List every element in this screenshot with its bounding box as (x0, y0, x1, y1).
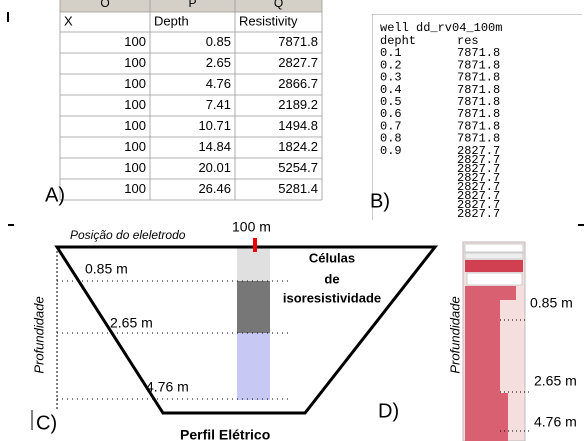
column-header: Resistivity (239, 13, 298, 28)
depth-label: 0.85 m (85, 261, 128, 277)
cell-deep (237, 333, 270, 400)
cell-value: 5254.7 (278, 160, 318, 175)
cell-value: 2827.7 (278, 55, 318, 70)
file-depth: 0.9 (380, 144, 402, 158)
axis-label: Profundidade (31, 296, 46, 373)
cell-value: 100 (124, 76, 146, 91)
cell-value: 100 (124, 181, 146, 196)
depth-label: 2.65 m (110, 315, 153, 331)
log-scale (467, 273, 522, 285)
cell-value: 2189.2 (278, 97, 318, 112)
panel-d: Profundidade 0.85 m 2.65 m 4.76 m D) (378, 242, 577, 441)
panel-c: Posição do eleletrodo 100 m Células de i… (31, 219, 435, 441)
figure: O P Q X Depth Resistivity 100 0.85 7871.8 100 2.65… (0, 0, 584, 441)
page: {"panels": { "a": {"label": "A)", "colum… (0, 0, 584, 441)
cell-value: 2866.7 (278, 76, 318, 91)
axis-label: Profundidade (447, 296, 462, 373)
cell-value: 20.01 (198, 160, 231, 175)
cells-label: de (324, 271, 339, 286)
depth-label: 2.65 m (534, 373, 577, 389)
depth-label: 4.76 m (534, 414, 577, 430)
caption: Perfil Elétrico (180, 427, 270, 441)
cell-value: 1824.2 (278, 139, 318, 154)
panel-label: D) (378, 400, 399, 422)
cell-value: 1494.8 (278, 118, 318, 133)
cell-value: 0.85 (206, 34, 231, 49)
log-header (465, 260, 523, 272)
column-letter: Q (274, 0, 283, 10)
panel-label: C) (36, 412, 57, 434)
cell-value: 7871.8 (278, 34, 318, 49)
cell-value: 100 (124, 34, 146, 49)
panel-a: O P Q X Depth Resistivity 100 0.85 7871.8 100 2.65… (60, 0, 322, 200)
cell-value: 14.84 (198, 139, 231, 154)
distance-label: 100 m (232, 219, 271, 235)
cell-shallow (237, 247, 270, 281)
column-letter: O (100, 0, 109, 10)
cell-value: 100 (124, 97, 146, 112)
cell-value: 4.76 (206, 76, 231, 91)
log-header (465, 253, 523, 259)
depth-label: 0.85 m (530, 295, 573, 311)
log-header (465, 244, 523, 252)
cell-value: 10.71 (198, 118, 231, 133)
cell-value: 26.46 (198, 181, 231, 196)
cell-value: 100 (124, 55, 146, 70)
electrode-label: Posição do eleletrodo (70, 228, 186, 242)
cell-value: 5281.4 (278, 181, 318, 196)
cell-value: 100 (124, 139, 146, 154)
cell-value: 100 (124, 118, 146, 133)
cell-value: 2.65 (206, 55, 231, 70)
depth-label: 4.76 m (146, 379, 189, 395)
column-letter: P (188, 0, 196, 10)
column-header: X (64, 13, 73, 28)
cell-middle (237, 281, 270, 333)
column-header: Depth (154, 13, 189, 28)
cells-label: isoresistividade (283, 290, 381, 305)
cells-label: Células (309, 250, 355, 265)
panel-label: A) (45, 184, 65, 206)
file-title: well dd_rv04_100m (380, 21, 502, 35)
cell-value: 100 (124, 160, 146, 175)
panel-label: B) (370, 190, 390, 212)
cell-value: 7.41 (206, 97, 231, 112)
file-res: 2827.7 (457, 207, 500, 221)
